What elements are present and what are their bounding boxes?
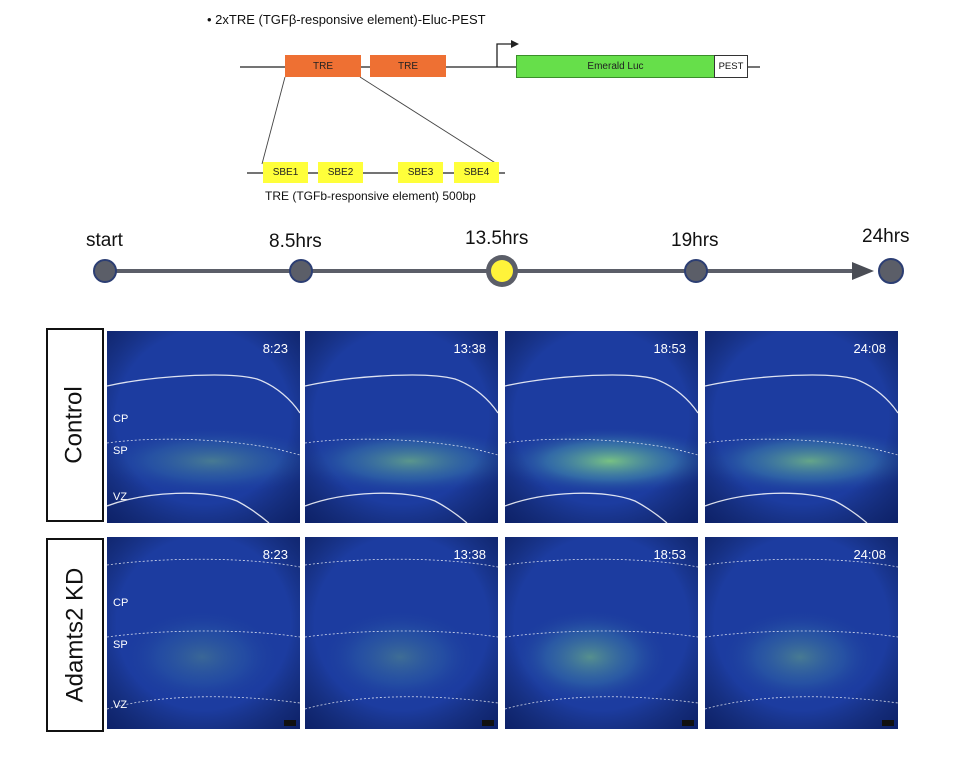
construct-title: • 2xTRE (TGFβ-responsive element)-Eluc-P…: [207, 12, 486, 27]
panel-stamp: [682, 720, 694, 726]
fluorescence-signal: [305, 331, 498, 523]
tre-box-2: TRE: [370, 55, 446, 77]
timeline-label-13-5hrs: 13.5hrs: [465, 228, 529, 249]
fluorescence-signal: [305, 537, 498, 729]
group-label-control: Control: [46, 328, 104, 522]
sbe-box-3: SBE3: [398, 162, 443, 183]
imaging-panel-control-3: 18:53: [505, 331, 698, 523]
emerald-luc-box: Emerald Luc: [516, 55, 715, 78]
timeline-label-19hrs: 19hrs: [671, 230, 719, 251]
zone-label-vz: VZ: [113, 491, 128, 503]
timeline-dot-start: [93, 259, 117, 283]
panel-timestamp: 8:23: [262, 341, 288, 356]
pest-box: PEST: [714, 55, 748, 78]
sbe-box-2: SBE2: [318, 162, 363, 183]
panel-timestamp: 24:08: [853, 547, 886, 562]
timeline-dot-8-5hrs: [289, 259, 313, 283]
group-label-control-text: Control: [61, 386, 88, 464]
panel-timestamp: 24:08: [853, 341, 886, 356]
timeline: [93, 255, 904, 287]
timeline-dot-24hrs: [878, 258, 904, 284]
fluorescence-signal: [705, 537, 898, 729]
zone-label-vz: VZ: [113, 699, 128, 711]
panel-stamp: [284, 720, 296, 726]
timeline-dot-19hrs: [684, 259, 708, 283]
zone-label-sp: SP: [113, 445, 128, 457]
panel-timestamp: 13:38: [453, 547, 486, 562]
tre-caption: TRE (TGFb-responsive element) 500bp: [265, 189, 476, 203]
fluorescence-signal: [505, 331, 698, 523]
sbe-box-4: SBE4: [454, 162, 499, 183]
timeline-label-8-5hrs: 8.5hrs: [269, 231, 322, 252]
imaging-panel-control-1: 8:23 CP SP VZ: [107, 331, 300, 523]
promoter-arrow: [496, 43, 511, 67]
panel-stamp: [882, 720, 894, 726]
zone-label-cp: CP: [113, 413, 129, 425]
imaging-panel-adamts2-kd-4: 24:08: [705, 537, 898, 729]
construct-lines: [240, 40, 760, 174]
group-label-adamts2-kd-text: Adamts2 KD: [61, 567, 88, 703]
panel-timestamp: 13:38: [453, 341, 486, 356]
group-label-adamts2-kd: Adamts2 KD: [46, 538, 104, 732]
zone-label-sp: SP: [113, 639, 128, 651]
timeline-label-start: start: [86, 230, 123, 251]
fluorescence-signal: [107, 331, 300, 523]
zone-label-cp: CP: [113, 597, 129, 609]
imaging-panel-adamts2-kd-2: 13:38: [305, 537, 498, 729]
panel-timestamp: 8:23: [262, 547, 288, 562]
sbe-box-1: SBE1: [263, 162, 308, 183]
fluorescence-signal: [107, 537, 300, 729]
timeline-arrowhead: [852, 262, 874, 280]
imaging-panel-control-2: 13:38: [305, 331, 498, 523]
tre-box-1: TRE: [285, 55, 361, 77]
panel-timestamp: 18:53: [653, 547, 686, 562]
imaging-panel-adamts2-kd-3: 18:53: [505, 537, 698, 729]
timeline-dot-13-5hrs: [491, 260, 513, 282]
imaging-panel-adamts2-kd-1: 8:23 CP SP VZ: [107, 537, 300, 729]
panel-stamp: [482, 720, 494, 726]
fluorescence-signal: [505, 537, 698, 729]
timeline-label-24hrs: 24hrs: [862, 226, 910, 247]
panel-timestamp: 18:53: [653, 341, 686, 356]
imaging-panel-control-4: 24:08: [705, 331, 898, 523]
fluorescence-signal: [705, 331, 898, 523]
